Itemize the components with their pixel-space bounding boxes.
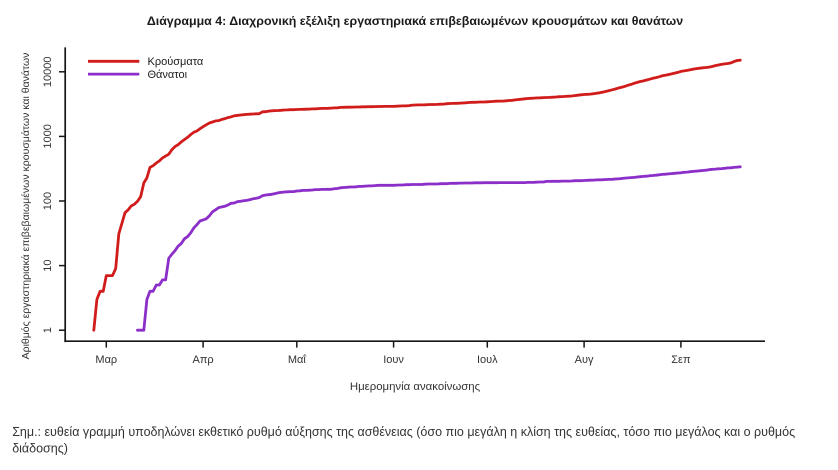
svg-text:Αυγ: Αυγ	[575, 354, 594, 366]
svg-text:10: 10	[42, 259, 54, 271]
svg-text:Σεπ: Σεπ	[671, 354, 691, 366]
svg-text:10000: 10000	[42, 57, 54, 88]
svg-text:Απρ: Απρ	[193, 354, 214, 366]
svg-text:Διάγραμμα 4: Διαχρονική εξέλιξ: Διάγραμμα 4: Διαχρονική εξέλιξη εργαστηρ…	[147, 14, 683, 28]
svg-text:Κρούσματα: Κρούσματα	[148, 56, 204, 68]
svg-text:διάδοσης): διάδοσης)	[12, 442, 68, 456]
svg-text:Ημερομηνία ανακοίνωσης: Ημερομηνία ανακοίνωσης	[350, 381, 481, 393]
svg-text:Μαΐ: Μαΐ	[288, 354, 307, 366]
svg-text:100: 100	[42, 192, 54, 210]
svg-text:Ιουν: Ιουν	[383, 354, 404, 366]
svg-text:Μαρ: Μαρ	[95, 354, 117, 366]
svg-text:Θάνατοι: Θάνατοι	[148, 69, 188, 81]
svg-text:Ιουλ: Ιουλ	[477, 354, 498, 366]
svg-text:1: 1	[42, 327, 54, 333]
svg-text:1000: 1000	[42, 124, 54, 148]
svg-text:Σημ.: ευθεία γραμμή υποδηλώνει: Σημ.: ευθεία γραμμή υποδηλώνει εκθετικό …	[12, 425, 795, 439]
svg-text:Αριθμός εργαστηριακά επιβεβαιω: Αριθμός εργαστηριακά επιβεβαιωμένων κρου…	[20, 53, 32, 360]
